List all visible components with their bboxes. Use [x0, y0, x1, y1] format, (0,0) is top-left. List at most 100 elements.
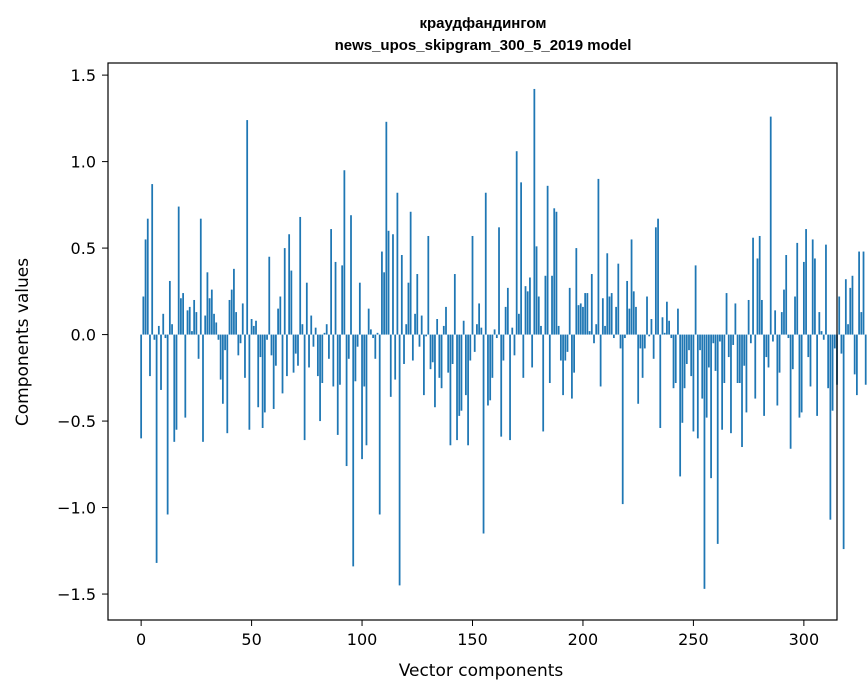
- bar-176: [529, 277, 531, 335]
- bar-60: [272, 334, 275, 409]
- bar-64: [281, 334, 284, 394]
- bar-101: [363, 334, 366, 387]
- bar-51: [252, 325, 255, 335]
- x-axis-ticks: 0 50 100 150 200 250 300: [136, 620, 819, 649]
- bar-35: [217, 334, 220, 340]
- bar-55: [261, 334, 264, 428]
- y-tick-label-1.5: 1.5: [71, 66, 96, 85]
- bar-12: [166, 334, 169, 515]
- bar-294: [789, 334, 792, 449]
- bar-37: [221, 334, 224, 404]
- bar-237: [663, 332, 666, 335]
- bar-49: [248, 334, 251, 430]
- bar-66: [286, 334, 288, 377]
- bar-36: [219, 334, 222, 380]
- bar-172: [520, 182, 522, 335]
- bar-151: [473, 334, 476, 352]
- bar-156: [484, 192, 487, 335]
- bar-11: [164, 334, 167, 339]
- y-tick-label-0: 0.0: [71, 326, 96, 345]
- bar-189: [557, 325, 560, 335]
- y-axis-ticks: −1.5 −1.0 −0.5 0.0 0.5 1.0 1.5: [57, 66, 108, 604]
- bar-306: [816, 334, 818, 416]
- bar-149: [469, 334, 472, 361]
- bar-33: [213, 313, 215, 335]
- bar-204: [590, 274, 593, 335]
- bar-77: [310, 315, 313, 335]
- bar-26: [197, 334, 200, 359]
- bar-323: [853, 334, 856, 375]
- bar-164: [502, 334, 505, 361]
- bar-317: [840, 334, 843, 354]
- bar-253: [699, 334, 701, 351]
- bar-318: [842, 334, 845, 550]
- bar-109: [381, 251, 383, 335]
- bar-114: [392, 234, 394, 335]
- bar-232: [652, 334, 655, 359]
- bar-41: [230, 289, 233, 335]
- bar-153: [478, 303, 481, 335]
- bar-138: [445, 306, 447, 335]
- y-tick-label--1.5: −1.5: [57, 585, 96, 604]
- bar-263: [721, 334, 724, 430]
- bar-171: [518, 313, 520, 335]
- bar-48: [246, 120, 249, 335]
- bar-234: [657, 218, 659, 335]
- bar-4: [149, 334, 151, 377]
- bar-105: [372, 334, 374, 339]
- bar-229: [646, 296, 648, 335]
- bar-270: [736, 334, 739, 384]
- bar-211: [606, 253, 609, 335]
- bar-269: [734, 303, 737, 335]
- bar-326: [860, 312, 863, 335]
- bar-256: [705, 334, 708, 418]
- bar-311: [827, 334, 830, 389]
- bar-158: [489, 334, 492, 401]
- bar-85: [328, 334, 330, 359]
- bar-199: [579, 303, 582, 335]
- bar-254: [701, 334, 704, 399]
- bar-251: [694, 265, 697, 335]
- bar-7: [155, 334, 158, 563]
- bar-242: [674, 334, 677, 384]
- bar-262: [719, 334, 721, 342]
- bar-92: [343, 170, 346, 335]
- bar-67: [288, 234, 291, 335]
- bar-224: [635, 306, 637, 335]
- bar-320: [847, 324, 849, 335]
- bar-57: [266, 334, 268, 340]
- bar-322: [851, 275, 854, 335]
- bar-13: [168, 280, 171, 335]
- bar-16: [175, 334, 178, 430]
- bar-22: [188, 306, 191, 335]
- y-tick-label-1: 1.0: [71, 153, 96, 172]
- bar-5: [151, 184, 154, 335]
- bar-102: [365, 334, 368, 446]
- bar-226: [639, 334, 642, 349]
- bar-19: [182, 293, 184, 335]
- bar-59: [270, 334, 273, 356]
- bar-98: [356, 334, 359, 347]
- bar-157: [487, 334, 489, 406]
- bar-20: [184, 334, 187, 418]
- bar-160: [493, 329, 496, 335]
- bar-134: [436, 319, 439, 335]
- bar-286: [772, 334, 774, 342]
- bar-99: [358, 282, 361, 335]
- bar-115: [394, 334, 397, 380]
- bar-298: [798, 334, 801, 418]
- bar-228: [643, 334, 646, 349]
- bar-210: [604, 325, 606, 335]
- bar-133: [434, 334, 436, 408]
- bar-268: [732, 334, 735, 345]
- bar-225: [637, 334, 640, 404]
- bar-82: [321, 334, 324, 384]
- bar-84: [325, 324, 328, 335]
- bar-120: [405, 324, 408, 335]
- bar-307: [818, 312, 821, 335]
- bar-81: [319, 334, 321, 422]
- bar-301: [805, 229, 807, 335]
- bar-79: [314, 327, 317, 335]
- bar-185: [548, 334, 551, 384]
- bar-328: [864, 334, 867, 385]
